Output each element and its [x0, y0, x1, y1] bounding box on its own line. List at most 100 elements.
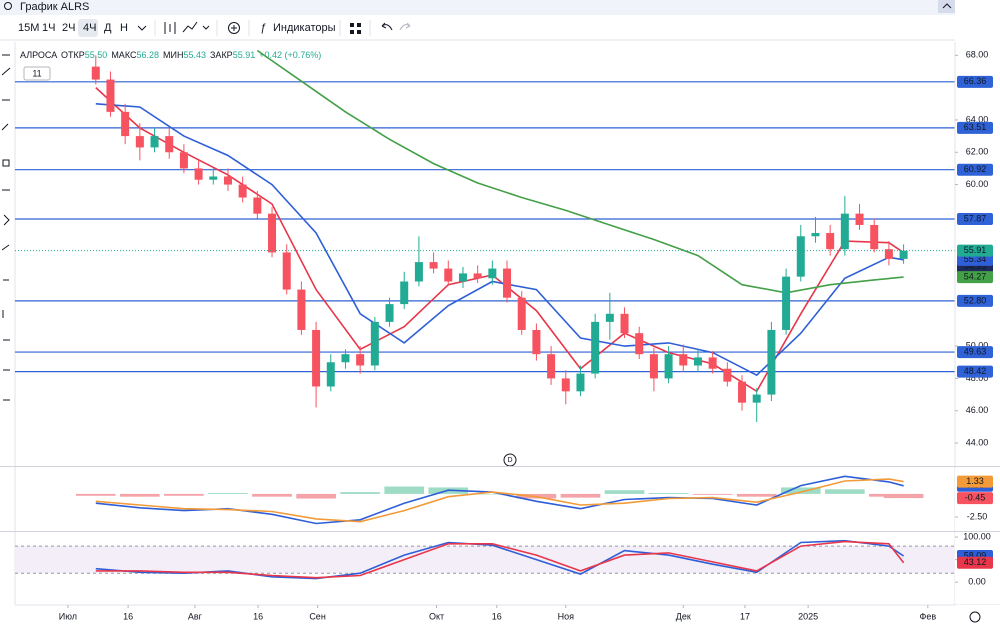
x-tick-label: Дек [676, 611, 691, 621]
redo-icon[interactable] [399, 22, 411, 31]
search-icon[interactable] [4, 2, 12, 10]
band-fill [15, 546, 955, 574]
interval-button[interactable]: 4Ч [83, 22, 96, 34]
candle-body [385, 304, 394, 322]
settings-icon[interactable] [969, 611, 981, 623]
layout-icon[interactable] [350, 23, 361, 34]
candle-body [826, 233, 835, 250]
histogram-bar [780, 487, 821, 494]
histogram-bar [736, 493, 777, 497]
candle-body [679, 354, 688, 366]
price-label-bg [957, 253, 993, 266]
candle-body [312, 329, 321, 387]
legend-field-value: 55.43 [183, 50, 206, 60]
y-tick-label: 0.00 [968, 577, 986, 587]
price-label: 66.36 [964, 76, 987, 86]
candle-body [561, 378, 570, 392]
candle-body [840, 213, 849, 250]
legend-text: АЛРОСАОТКР55.50МАКС56.28МИН55.43ЗАКР55.9… [20, 50, 321, 60]
legend-field-label: МАКС [111, 50, 137, 60]
axis-corner [955, 605, 1000, 630]
histogram-bar [472, 493, 513, 495]
undo-icon[interactable] [381, 22, 393, 31]
candle-body [605, 313, 614, 322]
indicator-line [95, 540, 905, 579]
candle-body [488, 268, 497, 279]
price-label-bg [957, 244, 993, 257]
indicators-button[interactable]: Индикаторы [273, 22, 336, 34]
histogram-bar [208, 492, 248, 494]
price-label: 49.63 [964, 346, 987, 356]
candle-body [811, 233, 820, 237]
candle-body [194, 168, 203, 180]
moving-average [95, 103, 904, 377]
interval-button[interactable]: 15М [18, 22, 39, 34]
interval-dropdown[interactable] [137, 25, 147, 31]
candle-body [341, 354, 350, 363]
candle-body [547, 354, 556, 379]
y-tick-label: 44.00 [966, 437, 989, 447]
candle-body [796, 236, 805, 277]
candle-body [723, 368, 732, 382]
candle-body [870, 224, 879, 250]
window-title: График ALRS [20, 1, 89, 13]
candle-body [884, 249, 893, 259]
compare-icon[interactable] [182, 21, 198, 33]
price-label: 1.33 [966, 476, 984, 486]
y-tick-label: -2.50 [967, 511, 988, 521]
candle-body [282, 252, 291, 290]
x-tick-label: Окт [429, 611, 444, 621]
price-label-bg [957, 346, 993, 359]
price-label: 55.91 [964, 245, 987, 255]
price-label-bg [957, 75, 993, 88]
fx-icon[interactable]: ƒ [260, 22, 266, 34]
histogram-bar [825, 489, 865, 494]
histogram-bar [692, 493, 733, 495]
price-label: 48.42 [964, 366, 987, 376]
y-tick-label: 62.00 [966, 147, 989, 157]
event-marker-label: D [507, 457, 512, 464]
candle-body [752, 394, 761, 403]
price-label-bg [957, 556, 993, 569]
chart-type-icon[interactable] [164, 22, 176, 34]
type-dropdown[interactable] [202, 25, 210, 30]
histogram-bar [75, 493, 116, 496]
candle-body [400, 281, 409, 305]
collapse-icon [942, 3, 952, 9]
indicator-count: 11 [32, 68, 41, 78]
minimize-button[interactable] [938, 0, 956, 13]
interval-button[interactable]: 2Ч [62, 22, 75, 34]
y-tick-label: 64.00 [966, 114, 989, 124]
left-toolbar [1, 42, 16, 605]
candle-body [444, 268, 453, 282]
candle-body [855, 213, 864, 225]
y-tick-label: 48.00 [966, 373, 989, 383]
legend-field-label: ЗАКР [210, 50, 233, 60]
indicator-line [95, 478, 904, 523]
candle-body [664, 354, 673, 379]
candle-body [150, 136, 159, 148]
histogram-bar [296, 493, 336, 499]
candle-body [693, 357, 702, 366]
candle-body [473, 273, 482, 279]
interval-button[interactable]: Н [120, 22, 128, 34]
candle-body [503, 268, 512, 298]
drawing-tools[interactable] [1, 54, 11, 401]
interval-button[interactable]: 1Ч [42, 22, 55, 34]
candle-body [767, 329, 776, 395]
indicator-axis: -2.500.881.33-0.45 [955, 468, 1000, 530]
candle-body [458, 273, 467, 282]
legend-field-value: 56.28 [136, 50, 159, 60]
price-label: 52.80 [964, 295, 987, 305]
candle-body [209, 176, 218, 180]
candle-body [532, 329, 541, 355]
title-bar [0, 0, 1000, 15]
add-icon[interactable] [228, 22, 240, 34]
indicator-count-box[interactable] [23, 66, 51, 81]
price-label-bg [957, 294, 993, 307]
x-tick-label: 2025 [798, 611, 818, 621]
candle-body [165, 136, 174, 153]
histogram-bar [120, 493, 160, 497]
interval-button[interactable]: Д [104, 22, 112, 34]
